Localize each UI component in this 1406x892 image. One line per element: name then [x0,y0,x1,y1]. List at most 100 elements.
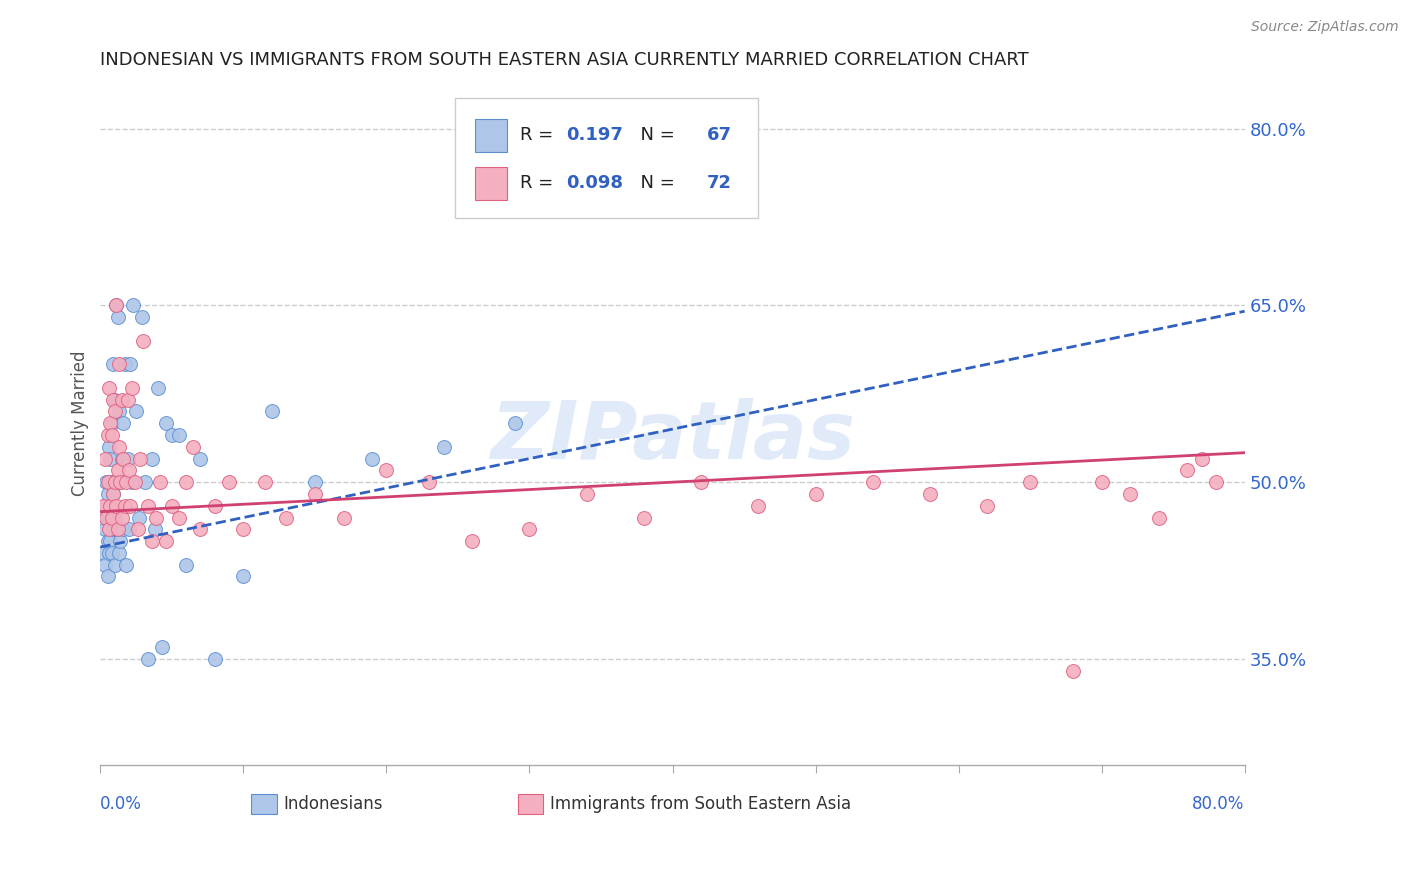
Y-axis label: Currently Married: Currently Married [72,351,89,496]
Point [91,499,114,513]
Point [121,475,143,490]
Point [103,487,125,501]
Point [107,463,129,477]
Point [105,499,128,513]
Point [141,534,163,549]
Point [93,558,115,572]
Point [115,475,138,490]
Point [110,534,132,549]
Point [804,487,827,501]
Point [103,522,125,536]
Point [108,357,131,371]
Point [107,522,129,536]
Point [690,475,713,490]
Point [260,404,283,418]
Point [143,522,166,536]
Point [115,558,138,572]
Point [118,463,141,477]
Point [110,475,132,490]
FancyBboxPatch shape [475,119,506,152]
Point [93,451,115,466]
Text: R =: R = [520,174,560,193]
Point [747,499,769,513]
Point [98,499,121,513]
Point [112,522,135,536]
Point [98,416,121,430]
Point [98,534,121,549]
Point [1177,463,1199,477]
Point [101,428,124,442]
FancyBboxPatch shape [475,167,506,200]
Point [96,475,118,490]
Point [232,569,254,583]
Point [98,451,121,466]
Point [112,451,135,466]
Point [433,440,456,454]
Point [1205,475,1227,490]
Text: 0.0%: 0.0% [100,795,142,813]
Point [111,451,134,466]
Point [111,392,134,407]
Point [118,522,141,536]
Point [108,546,131,560]
Point [121,381,143,395]
Text: 72: 72 [707,174,733,193]
Point [131,310,153,325]
Text: Source: ZipAtlas.com: Source: ZipAtlas.com [1251,20,1399,34]
Text: R =: R = [520,127,560,145]
Point [103,392,125,407]
Text: INDONESIAN VS IMMIGRANTS FROM SOUTH EASTERN ASIA CURRENTLY MARRIED CORRELATION C: INDONESIAN VS IMMIGRANTS FROM SOUTH EAST… [100,51,1029,69]
Point [94,475,117,490]
Point [101,475,124,490]
Point [107,475,129,490]
Point [107,310,129,325]
Point [304,487,326,501]
Point [155,416,177,430]
Point [129,451,152,466]
Point [107,522,129,536]
Text: Indonesians: Indonesians [284,795,382,814]
Point [276,510,298,524]
Point [503,416,526,430]
Point [104,510,127,524]
Point [167,510,190,524]
Point [101,416,124,430]
Point [96,510,118,524]
Point [190,522,212,536]
Point [332,510,354,524]
Point [1091,475,1114,490]
Point [93,522,115,536]
Point [1147,510,1170,524]
Point [253,475,276,490]
Point [91,546,114,560]
Point [155,534,177,549]
Point [1062,664,1084,678]
Point [204,499,226,513]
Text: N =: N = [628,127,681,145]
Point [174,475,197,490]
Text: 67: 67 [707,127,733,145]
Point [97,510,120,524]
Point [418,475,440,490]
Point [862,475,884,490]
Point [174,558,197,572]
Point [96,428,118,442]
Point [461,534,484,549]
Point [232,522,254,536]
Point [111,510,134,524]
Point [136,499,159,513]
Point [134,475,156,490]
Point [104,392,127,407]
Text: N =: N = [628,174,681,193]
Point [96,534,118,549]
Point [204,652,226,666]
Point [105,298,128,312]
Point [361,451,384,466]
Point [375,463,398,477]
Point [160,428,183,442]
FancyBboxPatch shape [252,794,277,814]
Point [183,440,205,454]
Point [304,475,326,490]
Point [918,487,941,501]
Point [128,510,150,524]
